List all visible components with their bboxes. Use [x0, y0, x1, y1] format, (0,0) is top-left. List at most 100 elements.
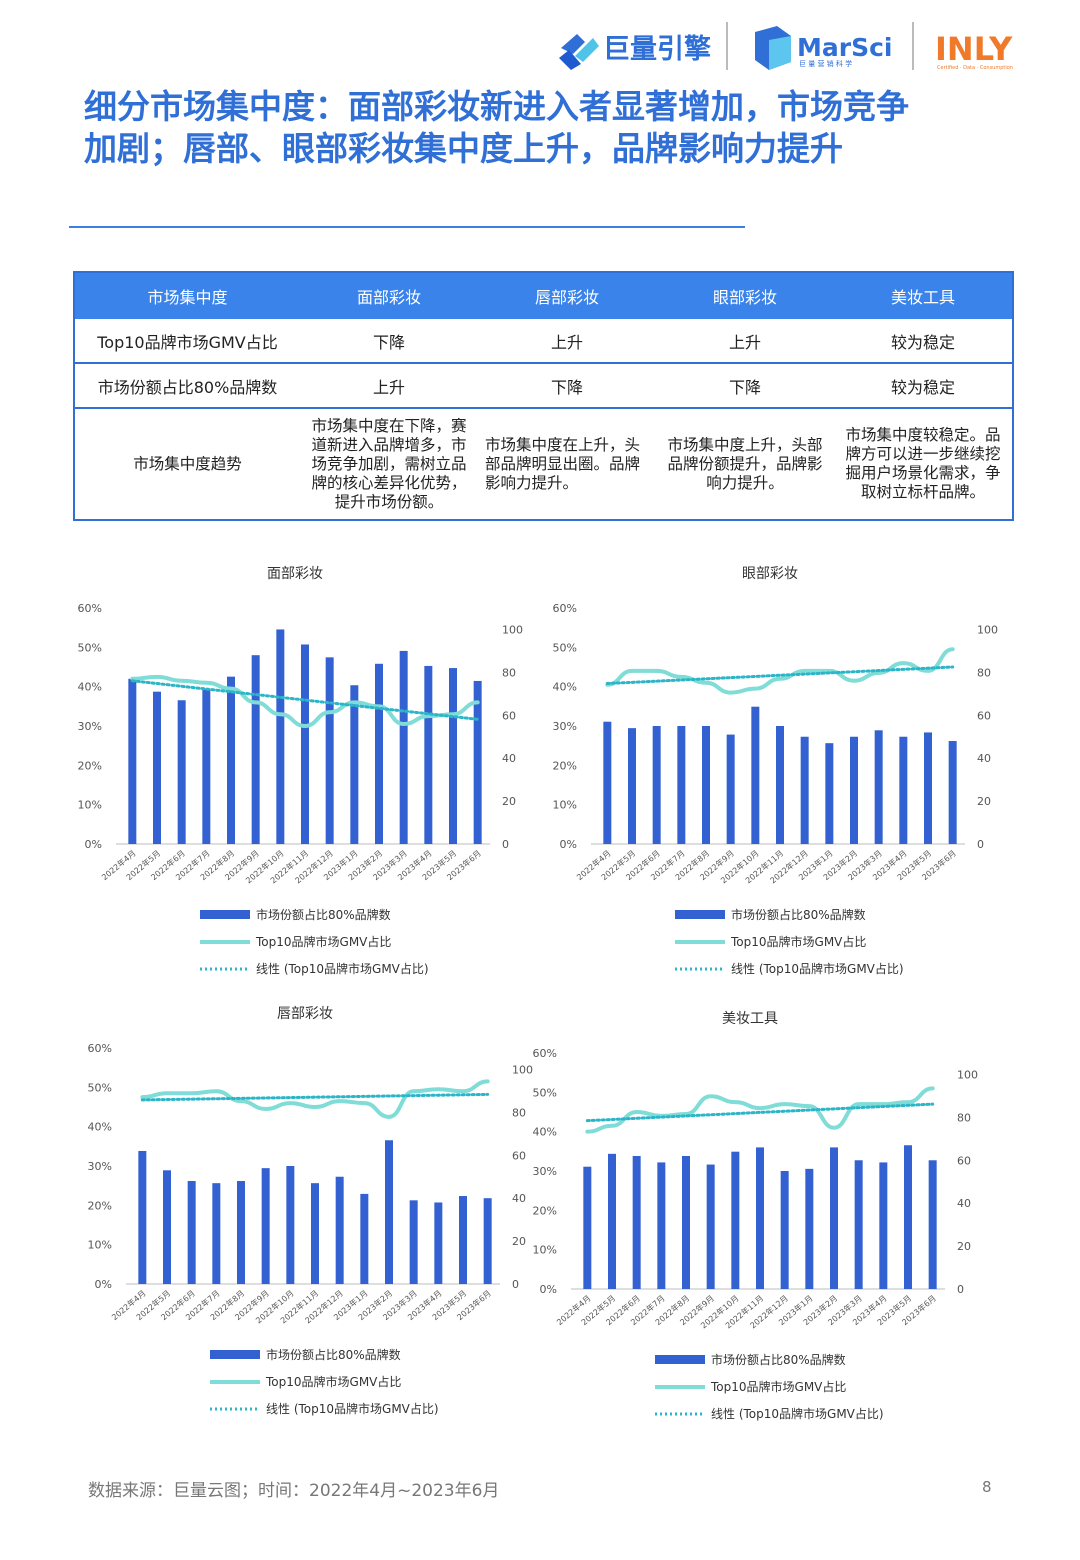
y-left-tick-label: 40%: [553, 681, 577, 694]
y-left-tick-label: 50%: [88, 1081, 112, 1094]
bar: [399, 650, 408, 844]
bar: [202, 689, 211, 844]
page-title-line2: 加剧；唇部、眼部彩妆集中度上升，品牌影响力提升: [84, 129, 843, 168]
bar: [473, 680, 482, 844]
bar: [731, 1151, 740, 1289]
table-cell: 市场集中度在上升，头部品牌明显出圈。品牌影响力提升。: [478, 408, 656, 520]
logo-divider: [726, 22, 728, 70]
bar: [128, 678, 137, 844]
legend-label: Top10品牌市场GMV占比: [730, 934, 866, 949]
bar: [301, 644, 309, 844]
y-left-tick-label: 30%: [553, 720, 577, 733]
legend-swatch-bar: [210, 1350, 260, 1359]
y-left-tick-label: 60%: [88, 1042, 112, 1055]
y-left-tick-label: 20%: [78, 759, 102, 772]
y-right-tick-label: 60: [957, 1154, 971, 1167]
bar: [682, 1155, 690, 1289]
bar: [449, 668, 457, 844]
logo-marsci-subtext: 巨 量 营 销 科 学: [799, 59, 852, 68]
chart-title: 眼部彩妆: [742, 566, 798, 582]
bar: [138, 1150, 147, 1284]
series-trendline: [605, 665, 955, 686]
bar: [603, 721, 612, 844]
y-left-tick-label: 20%: [553, 759, 577, 772]
bar: [657, 1162, 666, 1289]
bar: [483, 1198, 492, 1284]
bar: [850, 736, 858, 844]
y-right-tick-label: 40: [512, 1192, 526, 1205]
series-trendline: [130, 679, 480, 721]
table-header-cell: 眼部彩妆: [656, 272, 834, 319]
concentration-summary-table: 市场集中度 面部彩妆 唇部彩妆 眼部彩妆 美妆工具 Top10品牌市场GMV占比…: [73, 271, 1014, 521]
y-left-tick-label: 50%: [78, 641, 102, 654]
y-right-tick-label: 0: [502, 838, 509, 851]
bar: [805, 1168, 814, 1289]
chart-eye-makeup: 眼部彩妆0%10%20%30%40%50%60%0204060801002022…: [553, 566, 998, 976]
y-left-tick-label: 10%: [78, 799, 102, 812]
chart-makeup-tools: 美妆工具0%10%20%30%40%50%60%0204060801002022…: [533, 1011, 978, 1421]
legend-label: 市场份额占比80%品牌数: [266, 1347, 401, 1362]
legend-label: Top10品牌市场GMV占比: [710, 1379, 846, 1394]
bar: [187, 1181, 196, 1284]
bar: [237, 1181, 245, 1284]
legend-label: 市场份额占比80%品牌数: [256, 907, 391, 922]
bar: [459, 1196, 467, 1284]
y-right-tick-label: 80: [512, 1106, 526, 1119]
bar: [608, 1153, 616, 1289]
y-left-tick-label: 30%: [78, 720, 102, 733]
y-right-tick-label: 20: [957, 1240, 971, 1253]
trend-text: 市场集中度上升，头部品牌份额提升，品牌影响力提升。: [667, 435, 823, 492]
table-cell: 市场集中度上升，头部品牌份额提升，品牌影响力提升。: [656, 408, 834, 520]
bar: [251, 655, 260, 844]
bar: [652, 726, 661, 844]
y-left-tick-label: 40%: [88, 1121, 112, 1134]
bar: [335, 1176, 344, 1284]
bar: [924, 732, 932, 844]
y-right-tick-label: 40: [977, 752, 991, 765]
series-line-top10-gmv: [605, 647, 955, 695]
series-line-top10-gmv: [130, 674, 480, 729]
table-cell: 下降: [300, 319, 478, 364]
page-title: 细分市场集中度：面部彩妆新进入者显著增加，市场竞争 加剧；唇部、眼部彩妆集中度上…: [84, 86, 1004, 170]
chart-title: 面部彩妆: [267, 566, 323, 582]
bar: [677, 726, 686, 844]
chart-face-makeup: 面部彩妆0%10%20%30%40%50%60%0204060801002022…: [78, 566, 523, 976]
bar: [153, 691, 161, 844]
y-left-tick-label: 20%: [88, 1199, 112, 1212]
series-line-top10-gmv: [585, 1086, 935, 1134]
bar: [424, 665, 433, 844]
y-left-tick-label: 60%: [553, 602, 577, 615]
y-right-tick-label: 80: [977, 666, 991, 679]
table-row: 市场份额占比80%品牌数 上升 下降 下降 较为稳定: [74, 363, 1013, 409]
table-cell: 市场集中度在下降，赛道新进入品牌增多，市场竞争加剧，需树立品牌的核心差异化优势，…: [300, 408, 478, 520]
table-cell: 下降: [478, 363, 656, 409]
legend-label: 市场份额占比80%品牌数: [711, 1352, 846, 1367]
y-right-tick-label: 60: [502, 709, 516, 722]
bar: [702, 726, 710, 844]
marsci-logo-icon: [755, 26, 791, 70]
series-trendline: [140, 1092, 490, 1102]
y-right-tick-label: 0: [957, 1283, 964, 1296]
bar: [948, 741, 957, 844]
table-cell: 较为稳定: [834, 319, 1013, 364]
bar: [409, 1200, 418, 1284]
bar: [311, 1183, 319, 1284]
y-right-tick-label: 20: [512, 1235, 526, 1248]
legend-swatch-bar: [200, 910, 250, 919]
y-right-tick-label: 80: [502, 666, 516, 679]
legend-label: 线性 (Top10品牌市场GMV占比): [731, 961, 904, 976]
y-left-tick-label: 0%: [95, 1278, 112, 1291]
y-left-tick-label: 10%: [88, 1239, 112, 1252]
y-left-tick-label: 20%: [533, 1204, 557, 1217]
y-right-tick-label: 80: [957, 1111, 971, 1124]
bar: [928, 1160, 937, 1289]
y-left-tick-label: 10%: [533, 1244, 557, 1257]
y-right-tick-label: 60: [977, 709, 991, 722]
table-cell: 市场集中度较稳定。品牌方可以进一步继续挖掘用户场景化需求，争取树立标杆品牌。: [834, 408, 1013, 520]
bar: [628, 728, 636, 844]
bar: [325, 657, 334, 844]
bar: [751, 706, 760, 844]
